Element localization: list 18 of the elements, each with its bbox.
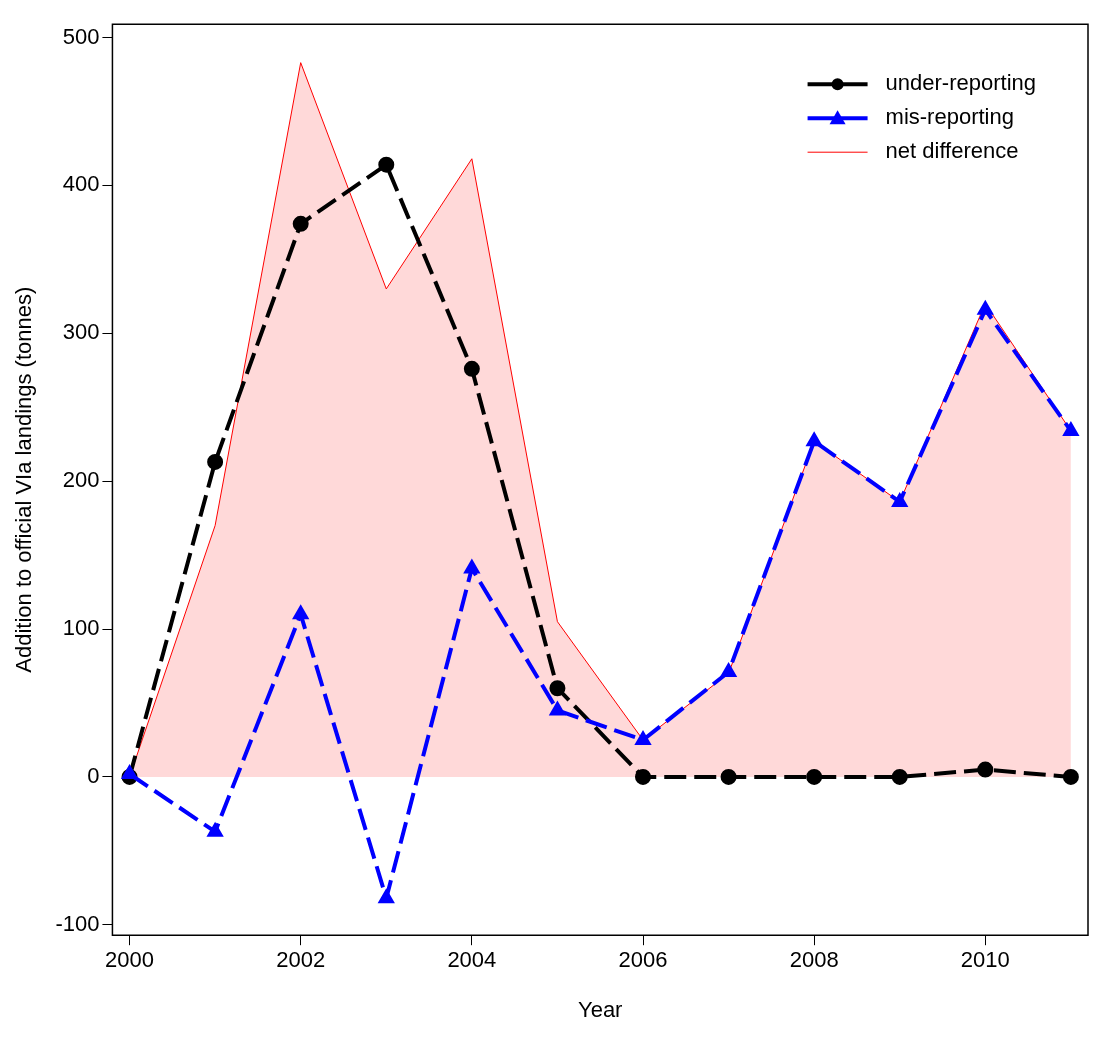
x-tick-label: 2006 — [618, 947, 668, 973]
x-tick-label: 2002 — [276, 947, 326, 973]
y-tick-label: 500 — [62, 23, 100, 49]
x-tick-label: 2008 — [789, 947, 839, 973]
y-tick-label: 0 — [87, 763, 100, 789]
x-axis-title: Year — [577, 996, 623, 1022]
y-axis-title: Addition to official VIa landings (tonnes) — [11, 286, 37, 673]
x-tick-label: 2000 — [105, 947, 155, 973]
y-tick-label: 400 — [62, 171, 100, 197]
x-tick-label: 2004 — [447, 947, 497, 973]
legend-label: under-reporting — [885, 70, 1037, 96]
y-tick-label: 200 — [62, 467, 100, 493]
x-tick-label: 2010 — [960, 947, 1010, 973]
y-tick-label: 300 — [62, 319, 100, 345]
y-tick-label: -100 — [55, 910, 100, 936]
legend-label: mis-reporting — [885, 104, 1014, 130]
legend-label: net difference — [885, 138, 1019, 164]
y-tick-label: 100 — [62, 615, 100, 641]
